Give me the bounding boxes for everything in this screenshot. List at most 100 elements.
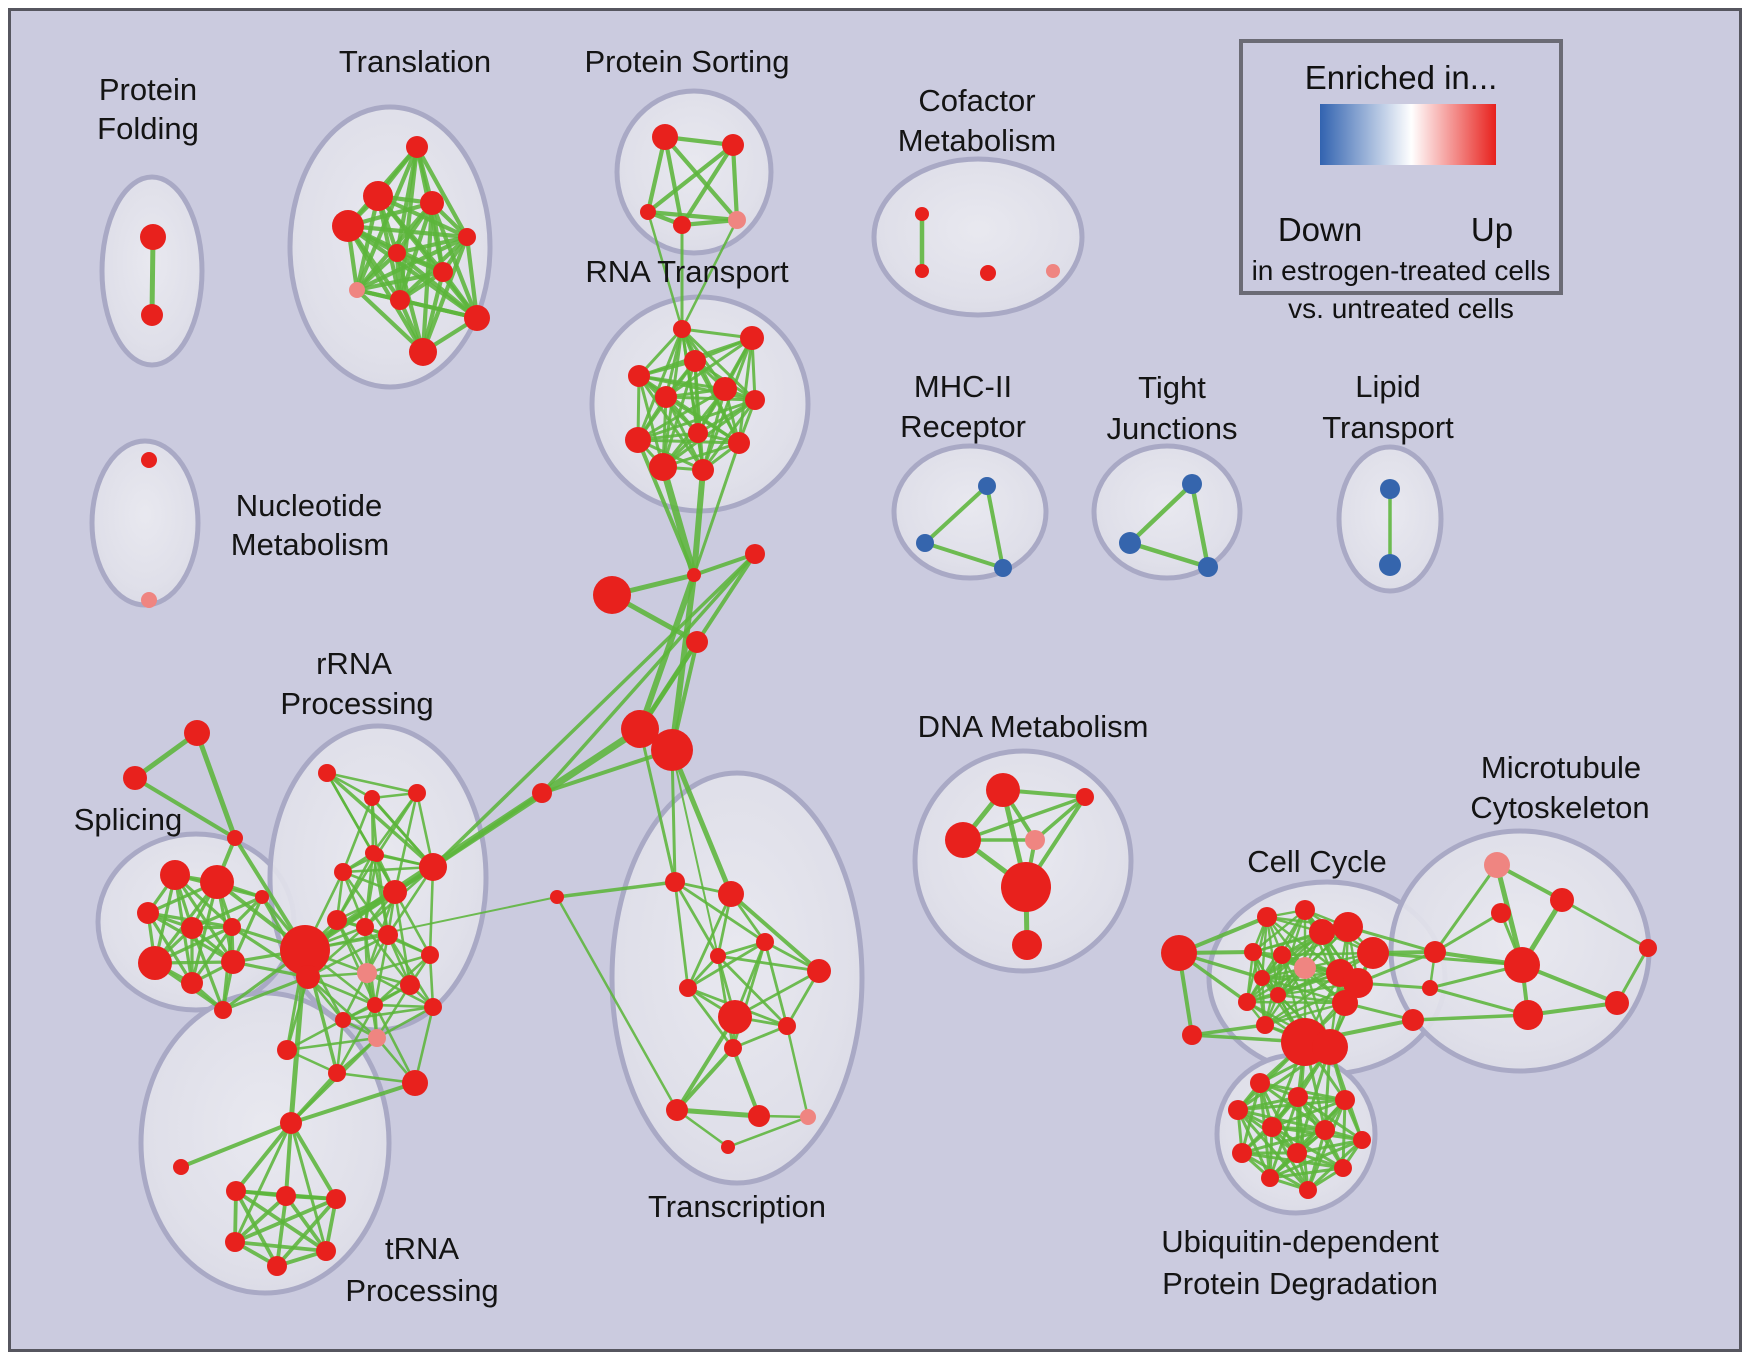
network-node-c15: [1238, 993, 1256, 1011]
network-node-r8: [327, 910, 347, 930]
network-edge: [692, 552, 757, 577]
legend-title: Enriched in...: [1304, 59, 1498, 96]
network-node-rt7: [745, 390, 765, 410]
network-edge: [325, 771, 435, 869]
network-edge: [662, 134, 740, 223]
network-node-rt8: [688, 423, 708, 443]
legend-subtitle-1: in estrogen-treated cells: [1251, 255, 1551, 286]
network-node-nm1: [141, 452, 157, 468]
network-node-tc12: [800, 1109, 816, 1125]
network-node-s5: [223, 918, 241, 936]
network-node-u7: [1353, 1131, 1371, 1149]
network-node-cn2: [1422, 980, 1438, 996]
network-node-tj1: [1182, 474, 1202, 494]
network-edge: [1251, 908, 1307, 954]
network-node-cn3: [1402, 1009, 1424, 1031]
network-node-t9: [390, 290, 410, 310]
network-node-u10: [1334, 1159, 1352, 1177]
network-edge: [275, 1194, 288, 1268]
network-node-c3: [1257, 907, 1277, 927]
network-edge: [636, 387, 727, 442]
network-node-ps4: [673, 216, 691, 234]
network-node-rt3: [684, 350, 706, 372]
network-node-rt2: [740, 326, 764, 350]
network-edge: [691, 467, 706, 578]
network-edge: [414, 144, 470, 240]
network-edge: [1190, 1023, 1267, 1037]
cluster-label: Splicing: [73, 802, 183, 837]
network-edge: [325, 771, 397, 894]
network-edge: [636, 327, 684, 442]
network-node-c7: [1244, 943, 1262, 961]
network-node-r13: [400, 975, 420, 995]
network-node-ts1: [550, 890, 564, 904]
network-edge: [373, 1003, 417, 1085]
network-edge: [670, 748, 677, 884]
network-edge: [173, 873, 235, 964]
network-edge: [716, 954, 821, 973]
network-edge: [289, 1121, 338, 1201]
network-edge: [1236, 1108, 1327, 1132]
network-edge: [636, 438, 696, 577]
network-edge: [729, 892, 821, 973]
network-edge: [234, 1189, 279, 1268]
network-node-rt10: [728, 432, 750, 454]
network-edge: [289, 1081, 417, 1125]
network-edge: [726, 1115, 810, 1149]
network-node-c9: [1294, 957, 1316, 979]
network-edge: [233, 1121, 293, 1244]
network-node-t3: [420, 191, 444, 215]
network-edge: [664, 395, 741, 445]
network-node-s7: [181, 972, 203, 994]
network-node-u12: [1299, 1181, 1317, 1199]
network-node-tj3: [1198, 557, 1218, 577]
network-edge: [179, 1121, 293, 1169]
network-edge: [1263, 981, 1360, 1027]
network-edge: [1295, 1138, 1364, 1155]
network-node-rh2: [296, 965, 320, 989]
network-node-c16: [1270, 987, 1286, 1003]
network-edge: [679, 142, 736, 228]
cluster-label: Microtubule: [1480, 750, 1642, 785]
network-edge: [1433, 911, 1503, 954]
cluster-ellipse: [871, 156, 1085, 318]
network-edge: [1245, 966, 1307, 1004]
cluster-label: Lipid: [1355, 369, 1421, 404]
network-node-h2: [651, 729, 693, 771]
network-node-r5: [334, 863, 352, 881]
network-edge: [431, 791, 544, 869]
network-node-tc11: [748, 1105, 770, 1127]
network-edge: [194, 730, 238, 841]
network-edge: [1428, 986, 1530, 1017]
network-node-c14: [1332, 990, 1358, 1016]
network-edge: [638, 727, 677, 884]
network-node-r7: [383, 880, 407, 904]
network-node-rh: [280, 925, 330, 975]
network-edge: [636, 438, 741, 445]
network-node-tc13: [721, 1140, 735, 1154]
network-node-mt8: [1639, 939, 1657, 957]
network-node-t2: [363, 181, 393, 211]
network-edge: [370, 796, 435, 869]
network-edge: [730, 142, 740, 223]
cluster-label: DNA Metabolism: [917, 709, 1149, 744]
network-edge: [645, 209, 740, 223]
network-node-r3: [408, 784, 426, 802]
network-node-h1: [621, 710, 659, 748]
network-node-s8: [221, 950, 245, 974]
network-node-tr2: [226, 1181, 246, 1201]
network-node-d1: [986, 773, 1020, 807]
network-edge: [659, 463, 698, 579]
network-edge: [190, 880, 219, 985]
network-node-t7: [433, 262, 453, 282]
network-edge: [393, 791, 419, 894]
legend: Enriched in... Down Up in estrogen-treat…: [1239, 39, 1563, 324]
network-node-tc7: [718, 1000, 752, 1034]
network-node-m3: [686, 631, 708, 653]
network-edge: [661, 398, 757, 469]
network-node-tj2: [1119, 532, 1141, 554]
cluster-label: Folding: [97, 111, 199, 146]
cluster-label: Processing: [345, 1273, 499, 1308]
network-node-rt4: [628, 365, 650, 387]
cluster-ellipse: [1091, 443, 1243, 581]
